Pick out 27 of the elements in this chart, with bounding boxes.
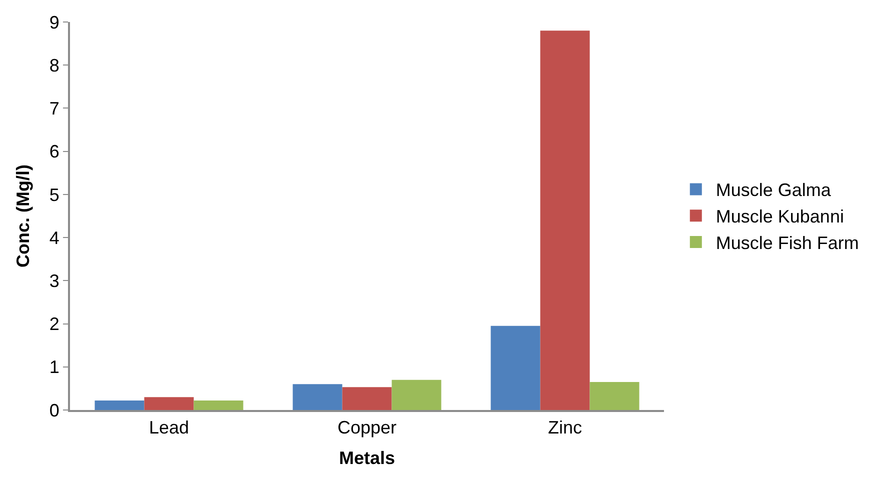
- y-tick-label: 9: [49, 12, 60, 32]
- y-tick-label: 1: [49, 357, 60, 378]
- y-tick-label: 6: [49, 142, 60, 162]
- y-axis-title: Conc. (Mg/l): [13, 164, 34, 268]
- y-tick-label: 4: [49, 228, 60, 248]
- y-tick-label: 7: [49, 98, 60, 119]
- y-tick-label: 5: [49, 184, 60, 205]
- bar: [144, 397, 194, 410]
- y-tick-label: 0: [49, 400, 60, 420]
- bar: [292, 384, 342, 410]
- bar: [540, 30, 590, 410]
- x-tick-label: Lead: [148, 418, 190, 438]
- legend-label: Muscle Kubanni: [716, 206, 844, 227]
- y-tick-label: 8: [49, 55, 60, 76]
- y-tick-label: 3: [49, 270, 60, 291]
- y-tick-label: 2: [49, 314, 60, 334]
- bar: [590, 382, 640, 410]
- legend-label: Muscle Fish Farm: [716, 233, 859, 254]
- bar: [490, 326, 540, 410]
- x-tick-label: Copper: [337, 418, 397, 438]
- bar: [392, 380, 442, 410]
- bar: [342, 387, 392, 410]
- x-axis-title: Metals: [338, 448, 396, 468]
- bar: [194, 400, 244, 410]
- x-tick-label: Zinc: [548, 418, 582, 438]
- legend-label: Muscle Galma: [716, 180, 832, 200]
- bar: [94, 400, 144, 410]
